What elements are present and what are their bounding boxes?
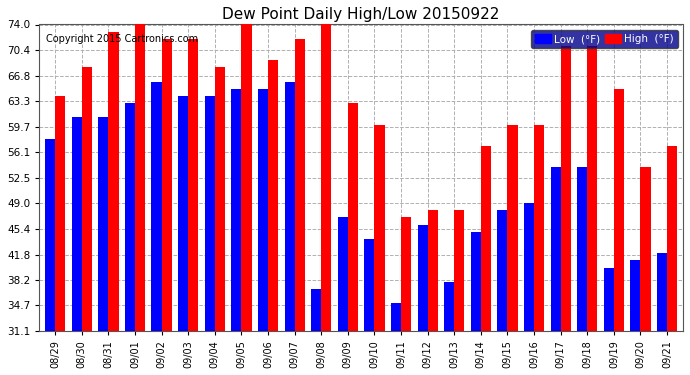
Bar xyxy=(337,217,348,331)
Bar xyxy=(45,139,55,331)
Bar xyxy=(135,17,145,331)
Title: Dew Point Daily High/Low 20150922: Dew Point Daily High/Low 20150922 xyxy=(222,7,500,22)
Bar xyxy=(125,103,135,331)
Bar xyxy=(657,253,667,331)
Bar xyxy=(178,96,188,331)
Bar xyxy=(444,282,454,331)
Bar xyxy=(55,96,66,331)
Bar xyxy=(471,232,481,331)
Bar xyxy=(428,210,437,331)
Bar xyxy=(534,124,544,331)
Bar xyxy=(640,168,651,331)
Bar xyxy=(417,225,428,331)
Bar xyxy=(258,89,268,331)
Bar xyxy=(631,260,640,331)
Bar xyxy=(667,146,677,331)
Bar xyxy=(454,210,464,331)
Bar xyxy=(524,203,534,331)
Bar xyxy=(577,168,587,331)
Bar xyxy=(391,303,401,331)
Bar xyxy=(604,267,614,331)
Bar xyxy=(364,239,375,331)
Text: Copyright 2015 Cartronics.com: Copyright 2015 Cartronics.com xyxy=(46,34,198,44)
Bar xyxy=(507,124,518,331)
Bar xyxy=(311,289,322,331)
Bar xyxy=(614,89,624,331)
Bar xyxy=(152,82,161,331)
Bar xyxy=(108,32,119,331)
Bar xyxy=(268,60,278,331)
Bar xyxy=(231,89,241,331)
Bar xyxy=(284,82,295,331)
Bar xyxy=(241,17,252,331)
Bar xyxy=(295,39,305,331)
Bar xyxy=(551,168,561,331)
Bar xyxy=(161,39,172,331)
Bar xyxy=(322,17,331,331)
Bar xyxy=(375,124,384,331)
Bar xyxy=(72,117,82,331)
Bar xyxy=(481,146,491,331)
Bar xyxy=(205,96,215,331)
Bar xyxy=(98,117,108,331)
Bar xyxy=(348,103,358,331)
Bar xyxy=(401,217,411,331)
Bar xyxy=(587,46,598,331)
Bar xyxy=(188,39,198,331)
Bar xyxy=(561,46,571,331)
Bar xyxy=(215,68,225,331)
Legend: Low  (°F), High  (°F): Low (°F), High (°F) xyxy=(531,30,678,48)
Bar xyxy=(82,68,92,331)
Bar xyxy=(497,210,507,331)
